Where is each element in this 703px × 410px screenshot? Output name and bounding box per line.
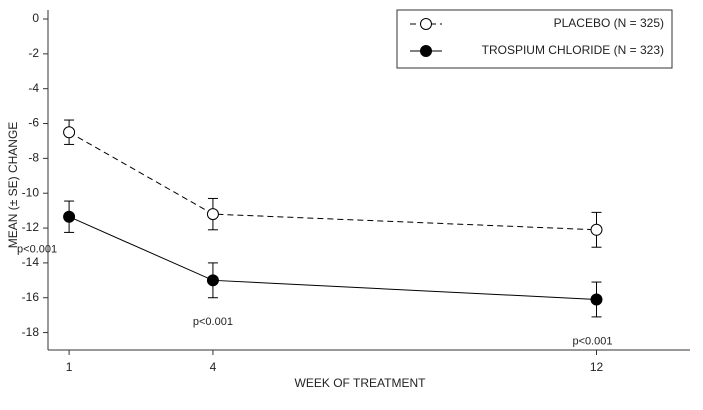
series-line [68,216,597,300]
legend-marker [420,18,432,30]
x-tick-label: 4 [210,360,217,374]
legend-marker [420,45,432,57]
y-tick-label: 0 [32,11,39,25]
x-tick-label: 1 [66,360,73,374]
legend-label: PLACEBO (N = 325) [554,16,664,30]
annotation: p<0.001 [17,244,57,256]
marker [590,293,603,306]
x-axis-label: WEEK OF TREATMENT [295,376,427,390]
y-tick-label: -8 [28,151,39,165]
marker [206,274,219,287]
y-tick-label: -16 [22,290,40,304]
marker [63,126,76,139]
y-tick-label: -18 [22,325,40,339]
marker [63,210,76,223]
y-tick-label: -2 [28,46,39,60]
y-tick-label: -10 [22,185,40,199]
marker [206,208,219,221]
y-axis-label: MEAN (± SE) CHANGE [6,122,20,249]
y-tick-label: -6 [28,116,39,130]
y-tick-label: -12 [22,220,40,234]
x-tick-label: 12 [590,360,604,374]
annotation: p<0.001 [572,335,612,347]
legend-box [396,9,673,69]
y-tick-label: -4 [28,81,39,95]
marker [590,223,603,236]
annotation: p<0.001 [193,316,233,328]
legend-label: TROSPIUM CHLORIDE (N = 323) [482,43,664,57]
y-tick-label: -14 [22,255,40,269]
series-line [68,131,597,231]
